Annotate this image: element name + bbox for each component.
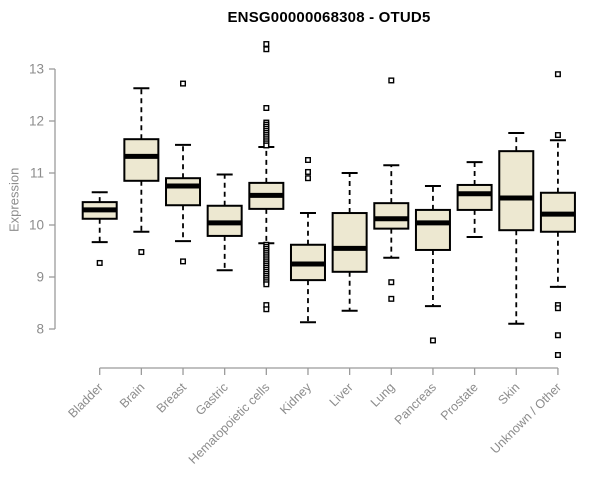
axis-tick-label: 8 (36, 322, 44, 337)
axis-tick-label: 9 (36, 270, 44, 285)
box-lung (373, 77, 410, 302)
axis-tick-label: 12 (29, 114, 44, 129)
axis-tick-label: Skin (495, 380, 522, 407)
outlier-point (304, 156, 311, 163)
axis-tick-label: Lung (368, 380, 398, 410)
axis-tick-label: Hematopoietic cells (186, 380, 273, 467)
box-skin (498, 131, 535, 325)
chart-title: ENSG00000068308 - OTUD5 (227, 9, 431, 26)
axis-tick-label: Unknown / Other (488, 380, 564, 456)
box-unknown-other (539, 71, 576, 359)
axis-tick-label: Pancreas (392, 380, 439, 427)
box-kidney (289, 156, 326, 324)
axis-tick-label: Gastric (193, 380, 231, 418)
axis-tick-label: 13 (29, 62, 44, 77)
outlier-point (263, 46, 270, 53)
box-breast (165, 80, 202, 265)
axis-tick-label: Breast (154, 380, 190, 416)
axis-tick-label: Brain (117, 380, 148, 411)
outlier-point (554, 305, 561, 312)
box-hematopoietic-cells (248, 41, 285, 313)
outlier-point (304, 168, 311, 175)
outlier-point (429, 337, 436, 344)
axis-tick-label: Prostate (438, 380, 481, 423)
outlier-point (554, 352, 561, 359)
outlier-point (180, 258, 187, 265)
outlier-point (554, 132, 561, 139)
axis-tick-label: Liver (327, 380, 356, 409)
outlier-point (138, 249, 145, 256)
outlier-point (96, 259, 103, 266)
box-prostate (456, 161, 493, 238)
axis-tick-label: 11 (30, 166, 44, 181)
outlier-point (388, 295, 395, 302)
outlier-point (388, 77, 395, 84)
axis-tick-label: Kidney (277, 380, 314, 417)
outlier-point (263, 306, 270, 313)
outlier-point (263, 142, 270, 149)
box-bladder (81, 191, 118, 266)
box-liver (331, 172, 368, 312)
box-gastric (206, 173, 243, 272)
axis-tick-label: 10 (29, 218, 44, 233)
box-pancreas (414, 185, 451, 344)
outlier-point (554, 332, 561, 339)
outlier-point (263, 281, 270, 288)
box-brain (123, 87, 160, 256)
outlier-point (180, 80, 187, 87)
outlier-point (263, 104, 270, 111)
outlier-point (388, 279, 395, 286)
outlier-point (263, 41, 270, 48)
outlier-point (304, 175, 311, 182)
axis-tick-label: Bladder (65, 380, 105, 420)
outlier-point (554, 71, 561, 78)
